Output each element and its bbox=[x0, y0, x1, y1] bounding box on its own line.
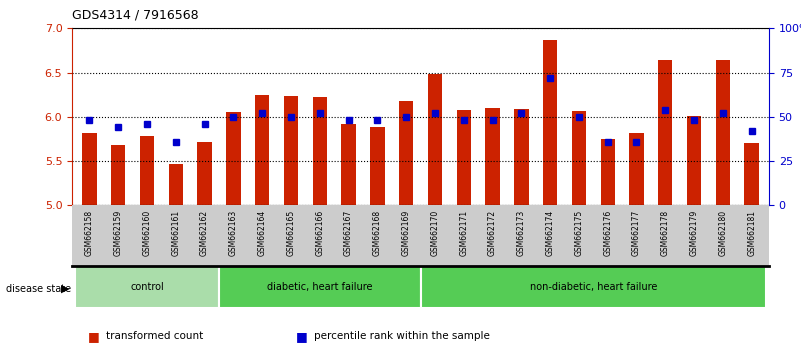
Bar bbox=[219, 266, 421, 308]
Text: control: control bbox=[130, 282, 164, 292]
Bar bbox=[658, 60, 673, 205]
Text: GSM662166: GSM662166 bbox=[316, 210, 324, 256]
Bar bbox=[485, 108, 500, 205]
Bar bbox=[572, 110, 586, 205]
Bar bbox=[744, 143, 759, 205]
Text: GSM662175: GSM662175 bbox=[574, 210, 583, 256]
Text: GSM662161: GSM662161 bbox=[171, 210, 180, 256]
Text: GSM662173: GSM662173 bbox=[517, 210, 525, 256]
Text: GSM662160: GSM662160 bbox=[143, 210, 151, 256]
Bar bbox=[715, 60, 730, 205]
Text: percentile rank within the sample: percentile rank within the sample bbox=[314, 331, 490, 341]
Text: GSM662176: GSM662176 bbox=[603, 210, 612, 256]
Bar bbox=[168, 164, 183, 205]
Text: GSM662170: GSM662170 bbox=[430, 210, 440, 256]
Bar bbox=[83, 133, 97, 205]
Bar bbox=[543, 40, 557, 205]
Bar bbox=[399, 101, 413, 205]
Text: diabetic, heart failure: diabetic, heart failure bbox=[267, 282, 372, 292]
Text: GSM662162: GSM662162 bbox=[200, 210, 209, 256]
Text: GSM662163: GSM662163 bbox=[229, 210, 238, 256]
Text: GSM662159: GSM662159 bbox=[114, 210, 123, 256]
Text: GDS4314 / 7916568: GDS4314 / 7916568 bbox=[72, 9, 199, 22]
Bar bbox=[370, 127, 384, 205]
Text: ■: ■ bbox=[88, 330, 100, 343]
Bar bbox=[421, 266, 766, 308]
Text: GSM662172: GSM662172 bbox=[488, 210, 497, 256]
Text: GSM662169: GSM662169 bbox=[401, 210, 411, 256]
Bar bbox=[226, 112, 240, 205]
Text: GSM662158: GSM662158 bbox=[85, 210, 94, 256]
Bar bbox=[341, 124, 356, 205]
Text: GSM662174: GSM662174 bbox=[545, 210, 554, 256]
Bar bbox=[514, 109, 529, 205]
Text: GSM662167: GSM662167 bbox=[344, 210, 353, 256]
Bar bbox=[75, 266, 219, 308]
Text: GSM662180: GSM662180 bbox=[718, 210, 727, 256]
Bar bbox=[255, 95, 269, 205]
Text: GSM662165: GSM662165 bbox=[287, 210, 296, 256]
Text: ■: ■ bbox=[296, 330, 308, 343]
Bar bbox=[687, 116, 702, 205]
Text: GSM662177: GSM662177 bbox=[632, 210, 641, 256]
Text: disease state: disease state bbox=[6, 284, 71, 293]
Text: GSM662168: GSM662168 bbox=[372, 210, 382, 256]
Bar bbox=[630, 133, 644, 205]
Bar bbox=[428, 74, 442, 205]
Bar bbox=[284, 96, 298, 205]
Text: GSM662164: GSM662164 bbox=[258, 210, 267, 256]
Bar bbox=[111, 145, 126, 205]
Bar bbox=[601, 139, 615, 205]
Text: GSM662171: GSM662171 bbox=[459, 210, 469, 256]
Text: GSM662178: GSM662178 bbox=[661, 210, 670, 256]
Text: transformed count: transformed count bbox=[106, 331, 203, 341]
Bar bbox=[139, 136, 154, 205]
Bar bbox=[197, 143, 211, 205]
Text: GSM662181: GSM662181 bbox=[747, 210, 756, 256]
Bar bbox=[312, 97, 327, 205]
Text: non-diabetic, heart failure: non-diabetic, heart failure bbox=[529, 282, 657, 292]
Bar bbox=[457, 110, 471, 205]
Text: GSM662179: GSM662179 bbox=[690, 210, 698, 256]
Text: ▶: ▶ bbox=[62, 284, 70, 293]
